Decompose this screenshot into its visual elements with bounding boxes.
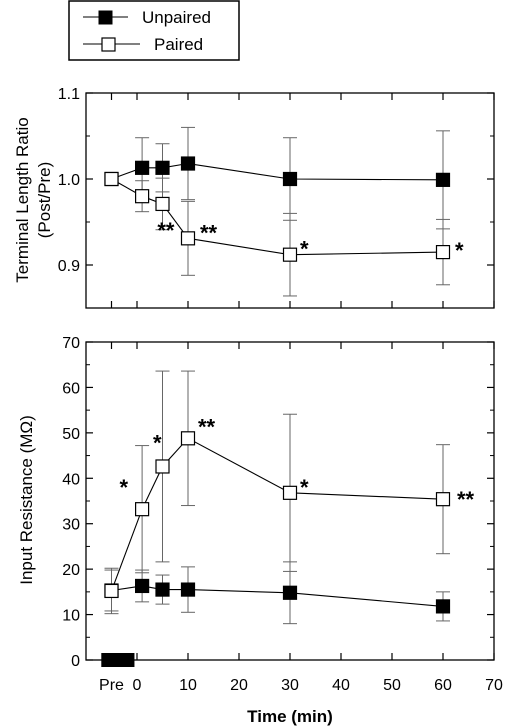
bottom-y-tick-label: 50 — [62, 426, 80, 443]
top-y-tick-label: 1.1 — [58, 86, 80, 103]
paired-point — [180, 231, 196, 246]
bottom-y-tick-label: 10 — [62, 608, 80, 625]
paired-point — [282, 485, 298, 500]
paired-point — [435, 492, 451, 507]
unpaired-point — [435, 172, 451, 187]
unpaired-point — [135, 578, 150, 594]
legend-unpaired-label: Unpaired — [142, 8, 211, 27]
y-axis-label-top-line1: Terminal Length Ratio — [13, 117, 32, 282]
top-y-tick-label: 1.0 — [58, 172, 80, 189]
panel-terminal-length-ratio: Terminal Length Ratio (Post/Pre) 0.9 1.0 1… — [13, 86, 495, 309]
bottom-y-tick-label: 40 — [62, 471, 80, 488]
x-axis-label: Time (min) — [247, 707, 333, 726]
x-tick-label: 20 — [230, 677, 248, 694]
paired-point — [180, 431, 196, 446]
paired-series-line — [110, 437, 444, 592]
paired-point — [135, 189, 150, 204]
bottom-y-tick-label: 0 — [71, 653, 80, 670]
unpaired-point — [435, 599, 451, 614]
paired-point — [282, 247, 298, 262]
unpaired-point — [282, 585, 298, 600]
bottom-y-tick-label: 70 — [62, 335, 80, 352]
x-tick-label: 60 — [434, 677, 452, 694]
paired-significance-label: * — [153, 430, 162, 455]
unpaired-point — [180, 582, 196, 597]
bottom-y-tick-label: 60 — [62, 380, 80, 397]
unpaired-point — [155, 160, 170, 175]
paired-point — [104, 171, 119, 187]
paired-significance-label: ** — [157, 218, 175, 243]
x-tick-label: 50 — [383, 677, 401, 694]
paired-significance-label: * — [300, 475, 309, 500]
unpaired-point — [282, 171, 298, 187]
y-axis-label-bottom: Input Resistance (MΩ) — [17, 415, 36, 585]
legend-paired-marker — [101, 37, 116, 52]
legend-unpaired-marker — [98, 10, 113, 25]
x-tick-label: 70 — [485, 677, 503, 694]
paired-point — [435, 245, 451, 260]
x-tick-label: 40 — [332, 677, 350, 694]
x-tick-label: 0 — [133, 677, 142, 694]
x-tick-label: 10 — [179, 677, 197, 694]
x-tick-label: 30 — [281, 677, 299, 694]
paired-point — [135, 502, 150, 517]
unpaired-point — [155, 582, 170, 597]
bottom-y-tick-label: 20 — [62, 562, 80, 579]
paired-significance-label: ** — [198, 414, 216, 439]
paired-significance-label: ** — [457, 487, 475, 512]
y-axis-label-top-line2: (Post/Pre) — [35, 162, 54, 239]
unpaired-point — [180, 156, 196, 171]
paired-point — [155, 459, 170, 474]
paired-significance-label: * — [300, 237, 309, 262]
stimulus-bar — [101, 653, 135, 667]
top-y-tick-label: 0.9 — [58, 258, 80, 275]
paired-series-line — [111, 178, 444, 256]
paired-significance-label: * — [120, 475, 129, 500]
paired-significance-label: * — [455, 238, 464, 263]
unpaired-point — [135, 160, 150, 175]
paired-significance-label: ** — [200, 220, 218, 245]
panel-input-resistance: Input Resistance (MΩ) Time (min) 0 10 20 30… — [17, 335, 503, 726]
x-tick-label: Pre — [99, 677, 124, 694]
bottom-y-tick-label: 30 — [62, 517, 80, 534]
legend-box — [68, 0, 240, 61]
legend: Unpaired Paired — [68, 0, 240, 61]
paired-point — [155, 196, 170, 212]
legend-paired-label: Paired — [154, 35, 203, 54]
paired-point — [104, 583, 119, 599]
